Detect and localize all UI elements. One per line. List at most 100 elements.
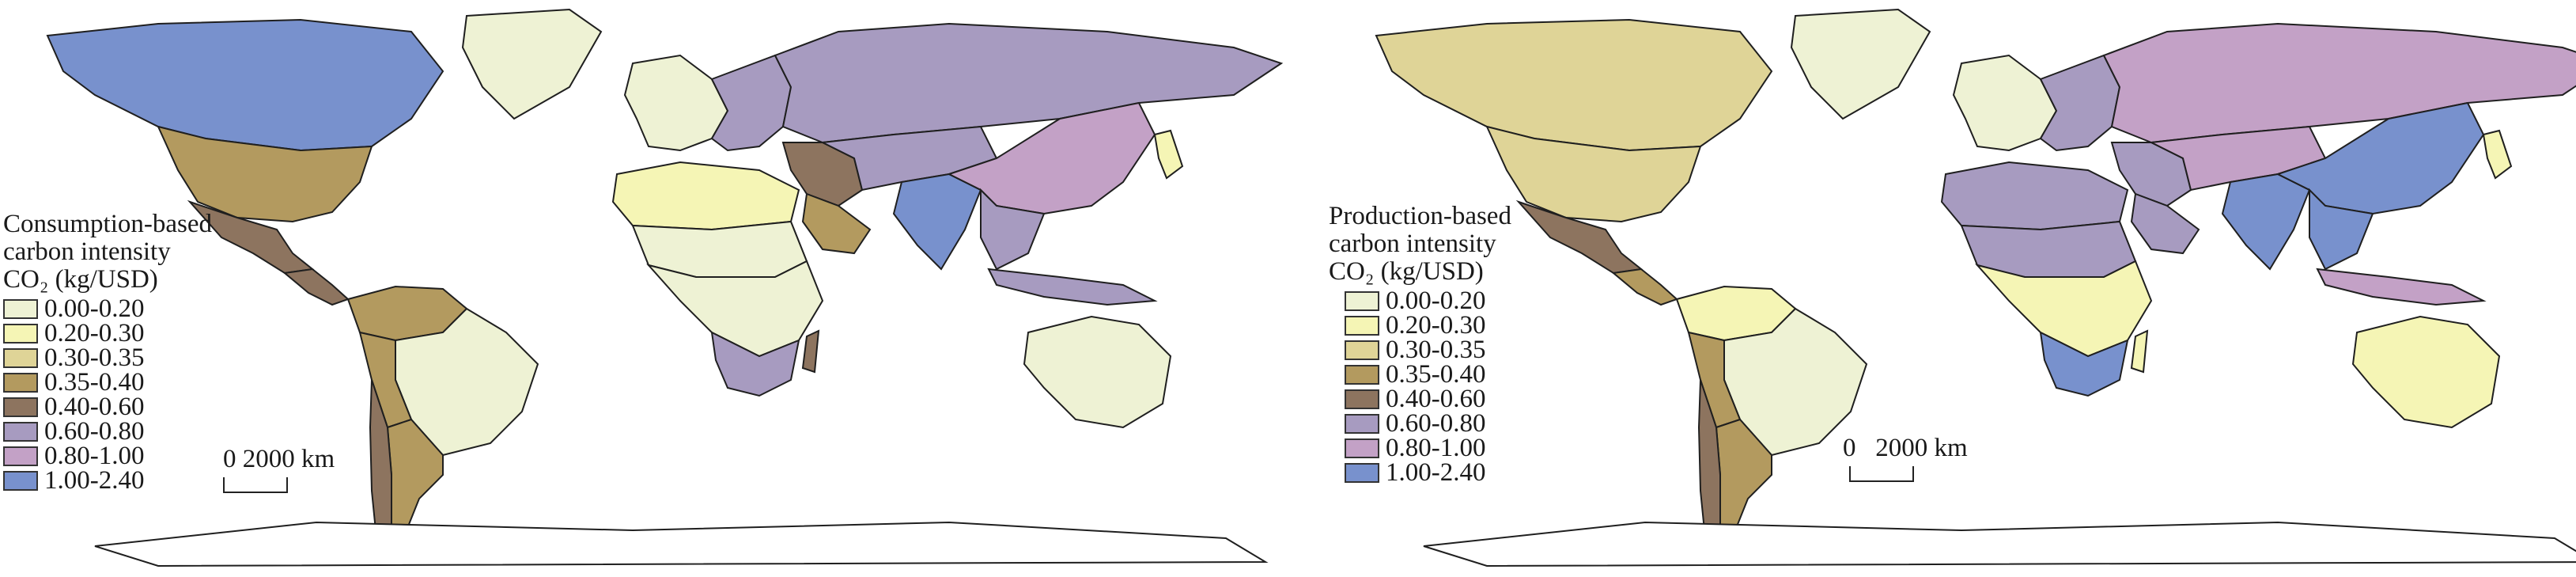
- scale-bar-line: [223, 477, 288, 493]
- country-region-arabia: [2130, 192, 2200, 255]
- consumption-map-panel: Consumption-based carbon intensity CO₂ (…: [3, 8, 1284, 568]
- country-region-europe-west: [623, 54, 729, 152]
- country-region-africa-south: [710, 331, 800, 397]
- legend-title-line: Production-based: [1329, 202, 1511, 230]
- country-region-africa-north: [611, 161, 800, 231]
- legend-label: 0.35-0.40: [1386, 360, 1486, 389]
- country-region-antarctica: [1423, 521, 2576, 568]
- country-region-japan: [1153, 129, 1184, 180]
- country-region-north-america: [46, 18, 444, 152]
- country-region-india: [2221, 173, 2311, 271]
- legend-label: 0.30-0.35: [44, 344, 145, 372]
- legend-swatch: [3, 348, 38, 368]
- legend-label: 0.80-1.00: [1386, 434, 1486, 462]
- legend-item: 0.30-0.35: [3, 344, 212, 372]
- country-region-russia: [2102, 22, 2576, 144]
- scale-label: 0 2000 km: [1843, 434, 1968, 462]
- legend-swatch: [1345, 438, 1379, 458]
- legend-title: Production-based carbon intensity CO₂ (k…: [1329, 203, 1511, 286]
- legend-item: 0.80-1.00: [1345, 434, 1511, 462]
- legend-title-line: CO₂ (kg/USD): [3, 265, 158, 294]
- legend-swatch: [3, 446, 38, 466]
- legend-title: Consumption-based carbon intensity CO₂ (…: [3, 211, 212, 294]
- legend-item: 0.20-0.30: [1345, 311, 1511, 340]
- legend-swatch: [3, 324, 38, 344]
- legend-item: 0.00-0.20: [3, 294, 212, 323]
- legend-label: 0.00-0.20: [1386, 287, 1486, 315]
- country-region-indonesia: [2316, 268, 2487, 306]
- country-region-india: [892, 173, 982, 271]
- country-region-europe-west: [1952, 54, 2058, 152]
- country-region-arabia: [801, 192, 872, 255]
- legend-item: 0.40-0.60: [3, 393, 212, 421]
- legend-label: 1.00-2.40: [44, 466, 145, 495]
- country-region-greenland: [461, 8, 603, 120]
- legend-swatch: [1345, 340, 1379, 360]
- country-region-central-am: [282, 268, 350, 306]
- country-region-se-asia: [2309, 188, 2374, 271]
- country-region-japan: [2482, 129, 2513, 180]
- legend-swatch: [3, 422, 38, 442]
- country-region-greenland: [1790, 8, 1931, 120]
- legend-title-line: CO₂ (kg/USD): [1329, 257, 1484, 286]
- country-region-central-am: [1611, 268, 1678, 306]
- legend-swatch: [1345, 291, 1379, 311]
- legend-swatch: [1345, 389, 1379, 409]
- country-region-australia: [2351, 315, 2501, 429]
- country-region-africa-south: [2039, 331, 2129, 397]
- production-world-map: [1375, 8, 2576, 568]
- legend-label: 0.20-0.30: [1386, 311, 1486, 340]
- legend-item: 0.20-0.30: [3, 319, 212, 347]
- legend-swatch: [3, 471, 38, 491]
- legend-swatch: [1345, 365, 1379, 385]
- legend-item: 0.35-0.40: [3, 368, 212, 397]
- country-region-russia: [774, 22, 1284, 144]
- legend-swatch: [1345, 414, 1379, 434]
- consumption-world-map: [46, 8, 1284, 568]
- legend-item: 0.30-0.35: [1345, 336, 1511, 364]
- legend-label: 0.00-0.20: [44, 294, 145, 323]
- country-region-madagascar: [2130, 329, 2149, 374]
- legend-item: 0.35-0.40: [1345, 360, 1511, 389]
- legend-swatch: [3, 299, 38, 319]
- country-region-australia: [1023, 315, 1172, 429]
- production-map-panel: Production-based carbon intensity CO₂ (k…: [1329, 0, 2576, 577]
- legend-item: 0.80-1.00: [3, 442, 212, 470]
- scale-bar: 0 2000 km: [223, 445, 335, 493]
- country-region-africa-central: [1975, 260, 2153, 358]
- country-region-se-asia: [980, 188, 1046, 271]
- country-region-africa-north: [1940, 161, 2129, 231]
- legend-item: 0.40-0.60: [1345, 385, 1511, 413]
- legend-title-line: carbon intensity: [3, 237, 171, 266]
- legend-item: 1.00-2.40: [1345, 458, 1511, 487]
- legend-items: 0.00-0.20 0.20-0.30 0.30-0.35 0.35-0.40 0.40…: [3, 294, 212, 495]
- legend-label: 0.20-0.30: [44, 319, 145, 347]
- legend-items: 0.00-0.20 0.20-0.30 0.30-0.35 0.35-0.40 0.40…: [1345, 287, 1511, 487]
- country-region-usa: [1485, 125, 1702, 223]
- legend-label: 1.00-2.40: [1386, 458, 1486, 487]
- legend-label: 0.60-0.80: [1386, 409, 1486, 438]
- legend-item: 0.60-0.80: [1345, 409, 1511, 438]
- scale-bar-line: [1849, 466, 1914, 482]
- country-region-madagascar: [801, 329, 820, 374]
- legend-item: 1.00-2.40: [3, 466, 212, 495]
- scale-bar: 0 2000 km: [1843, 434, 1968, 482]
- production-legend: Production-based carbon intensity CO₂ (k…: [1329, 203, 1511, 487]
- consumption-legend: Consumption-based carbon intensity CO₂ (…: [3, 211, 212, 495]
- legend-label: 0.80-1.00: [44, 442, 145, 470]
- legend-title-line: carbon intensity: [1329, 230, 1496, 258]
- country-region-north-america: [1375, 18, 1773, 152]
- countries-group: [1375, 8, 2576, 568]
- legend-swatch: [3, 397, 38, 417]
- legend-swatch: [1345, 463, 1379, 483]
- scale-label: 0 2000 km: [223, 445, 335, 473]
- country-region-africa-central: [646, 260, 824, 358]
- countries-group: [46, 8, 1284, 568]
- country-region-europe-east: [2039, 54, 2121, 152]
- country-region-indonesia: [987, 268, 1158, 306]
- legend-item: 0.00-0.20: [1345, 287, 1511, 315]
- legend-title-line: Consumption-based: [3, 210, 212, 238]
- legend-item: 0.60-0.80: [3, 418, 212, 446]
- legend-label: 0.35-0.40: [44, 368, 145, 397]
- legend-label: 0.40-0.60: [1386, 385, 1486, 413]
